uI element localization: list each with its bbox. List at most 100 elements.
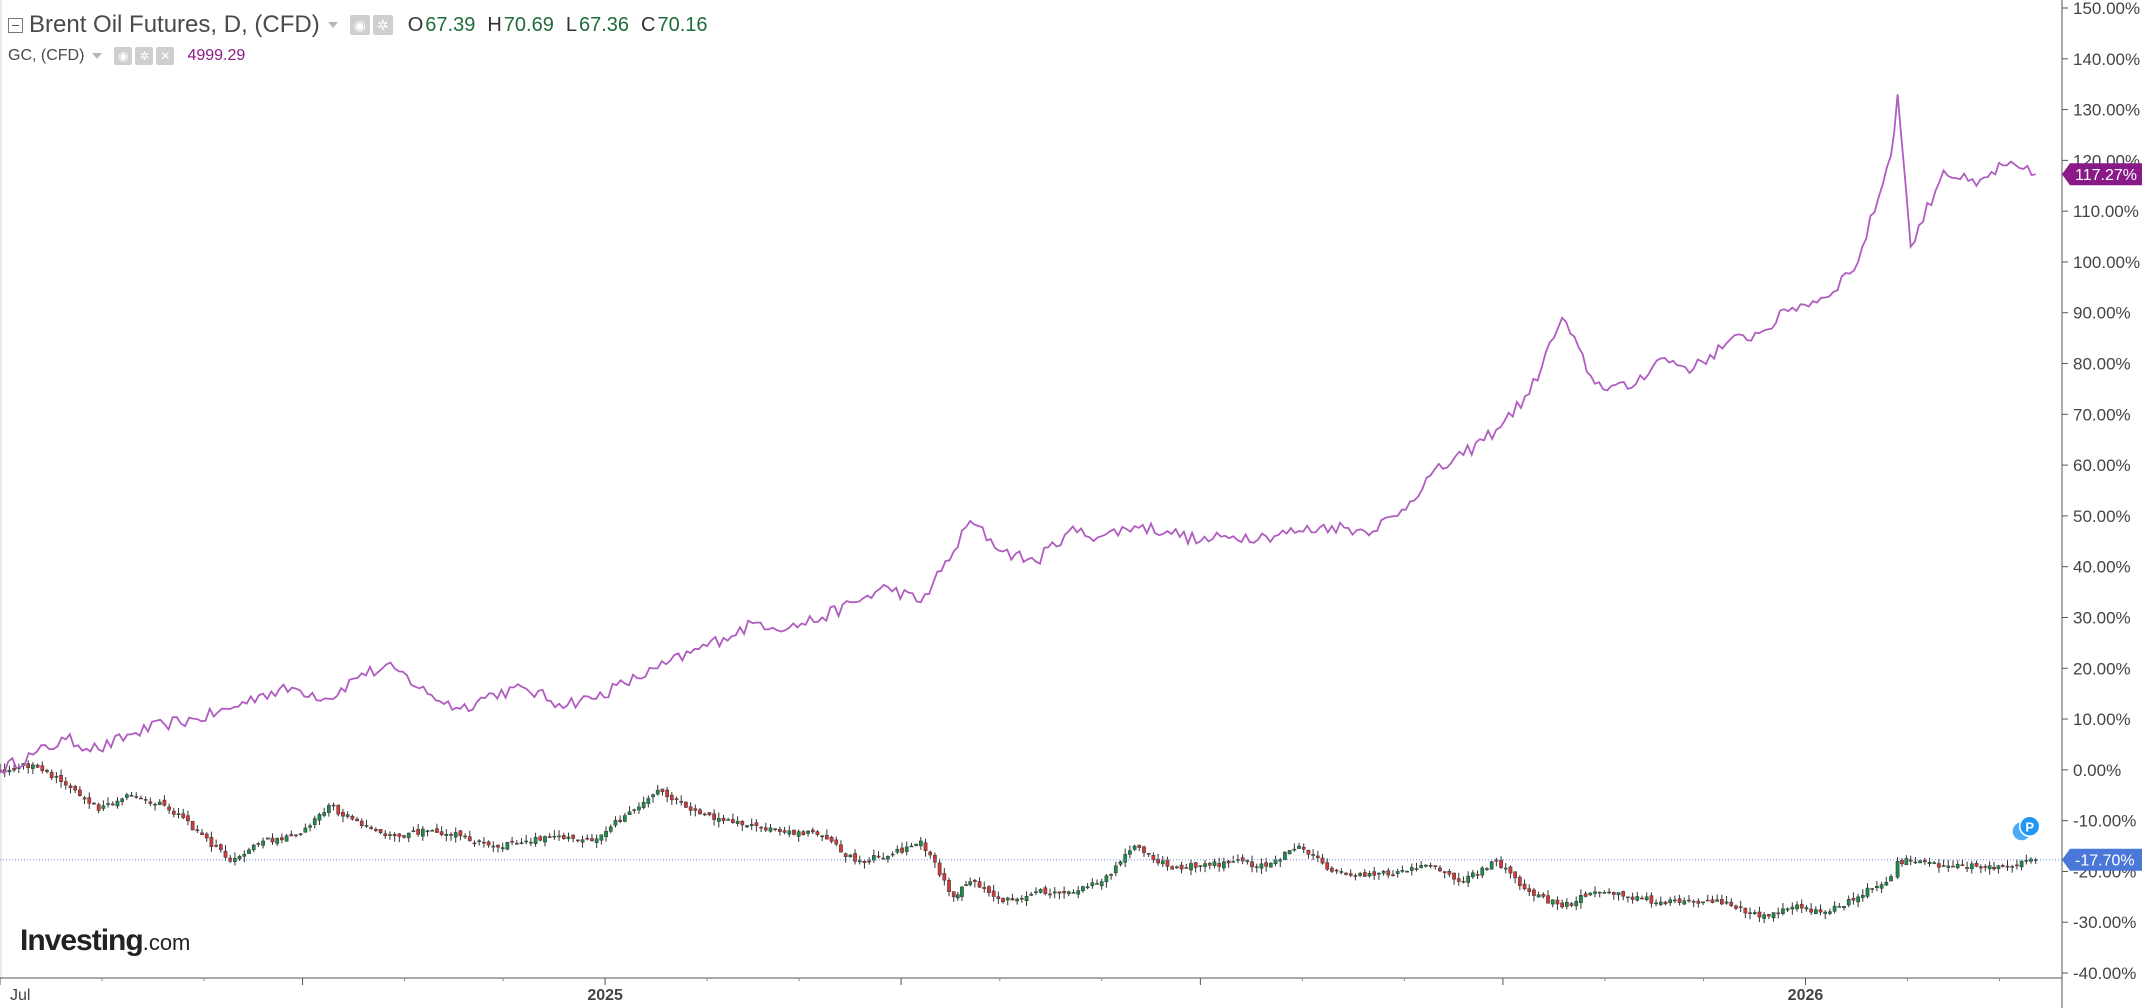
candle xyxy=(942,868,947,886)
gear-icon[interactable]: ✲ xyxy=(372,15,393,35)
candle xyxy=(45,768,49,774)
candle xyxy=(1937,859,1941,873)
candle xyxy=(1104,874,1109,888)
compare-series-value: 4999.29 xyxy=(187,47,246,64)
chevron-down-icon[interactable] xyxy=(92,53,103,59)
candle xyxy=(773,828,778,832)
candle xyxy=(411,826,416,833)
candle xyxy=(1813,906,1818,915)
candle xyxy=(486,840,491,848)
y-tick-label: 100.00% xyxy=(2073,253,2140,272)
candle xyxy=(1212,858,1217,869)
candle xyxy=(1720,894,1724,906)
candle xyxy=(1207,862,1212,870)
candle xyxy=(1405,870,1409,873)
candle xyxy=(228,854,233,863)
x-axis[interactable]: Jul 2025 2026 xyxy=(0,978,2001,1004)
collapse-legend-button[interactable] xyxy=(8,17,23,33)
candle xyxy=(87,792,92,809)
candle xyxy=(153,802,157,811)
candle xyxy=(679,795,684,806)
candle xyxy=(991,884,996,902)
candle xyxy=(731,813,735,824)
candle xyxy=(1846,895,1851,908)
candle xyxy=(571,834,576,843)
candle xyxy=(1438,865,1442,873)
candle xyxy=(327,803,331,817)
candle xyxy=(1109,873,1113,880)
candle xyxy=(453,827,458,843)
candle xyxy=(1076,886,1081,899)
candle xyxy=(1222,857,1226,872)
brent-last-value-badge: -17.70% xyxy=(2062,848,2142,871)
candle xyxy=(7,765,12,776)
candle xyxy=(40,761,45,774)
candle xyxy=(35,763,40,769)
y-tick-label: -30.00% xyxy=(2073,913,2136,932)
candle xyxy=(1151,852,1156,864)
candle xyxy=(1348,869,1353,877)
candle xyxy=(1532,888,1536,902)
candle xyxy=(1555,896,1560,911)
candle xyxy=(1090,878,1095,889)
y-tick-label: 40.00% xyxy=(2073,558,2131,577)
candle xyxy=(1851,892,1856,905)
candle xyxy=(982,881,987,893)
candle xyxy=(977,877,982,888)
candle xyxy=(702,812,707,816)
candle xyxy=(641,796,646,810)
y-tick-label: 10.00% xyxy=(2073,710,2131,729)
gear-icon[interactable]: ✲ xyxy=(135,47,154,65)
candle xyxy=(1932,860,1937,864)
compare-series-title[interactable]: GC, (CFD) xyxy=(8,47,85,64)
candle xyxy=(82,795,87,805)
eye-icon[interactable]: ◉ xyxy=(349,15,370,35)
candle xyxy=(1428,862,1433,869)
p-marker[interactable]: P xyxy=(2012,815,2041,841)
eye-icon[interactable]: ◉ xyxy=(114,47,133,65)
candle xyxy=(1856,893,1860,908)
chevron-down-icon[interactable] xyxy=(327,22,338,28)
y-tick-label: -40.00% xyxy=(2073,964,2136,983)
main-series-title[interactable]: Brent Oil Futures, D, (CFD) xyxy=(29,11,320,38)
candle xyxy=(1560,899,1564,909)
candle xyxy=(796,829,801,842)
candle xyxy=(514,840,519,845)
candle xyxy=(1635,891,1640,902)
candle xyxy=(749,818,754,830)
candle xyxy=(1546,890,1550,904)
candle xyxy=(1776,907,1781,919)
candle xyxy=(1240,854,1245,865)
candle xyxy=(834,836,839,847)
candle xyxy=(909,842,914,848)
candle xyxy=(763,822,768,833)
candle xyxy=(947,877,951,897)
candle xyxy=(815,830,820,837)
candle xyxy=(1752,909,1757,916)
candle xyxy=(294,834,298,838)
candle xyxy=(2010,864,2015,873)
candle xyxy=(1564,898,1569,910)
candle xyxy=(1142,845,1146,857)
candle xyxy=(491,841,496,853)
candle xyxy=(735,816,740,827)
candle xyxy=(1052,887,1057,899)
candle xyxy=(1979,864,1983,874)
candle xyxy=(669,792,674,806)
candle xyxy=(218,843,223,853)
candle xyxy=(1175,865,1179,870)
candle xyxy=(1391,870,1395,877)
candle xyxy=(1743,907,1748,919)
candle xyxy=(825,829,829,840)
candle xyxy=(1278,857,1283,868)
candle xyxy=(280,833,284,844)
candle xyxy=(1918,859,1922,864)
candle xyxy=(96,802,101,814)
candle xyxy=(820,834,825,842)
y-axis[interactable]: 150.00%140.00%130.00%120.00%110.00%100.0… xyxy=(2062,0,2140,983)
close-icon[interactable]: ✕ xyxy=(156,47,175,65)
candle xyxy=(1724,895,1729,905)
candle xyxy=(186,810,190,826)
candle xyxy=(1701,901,1705,906)
